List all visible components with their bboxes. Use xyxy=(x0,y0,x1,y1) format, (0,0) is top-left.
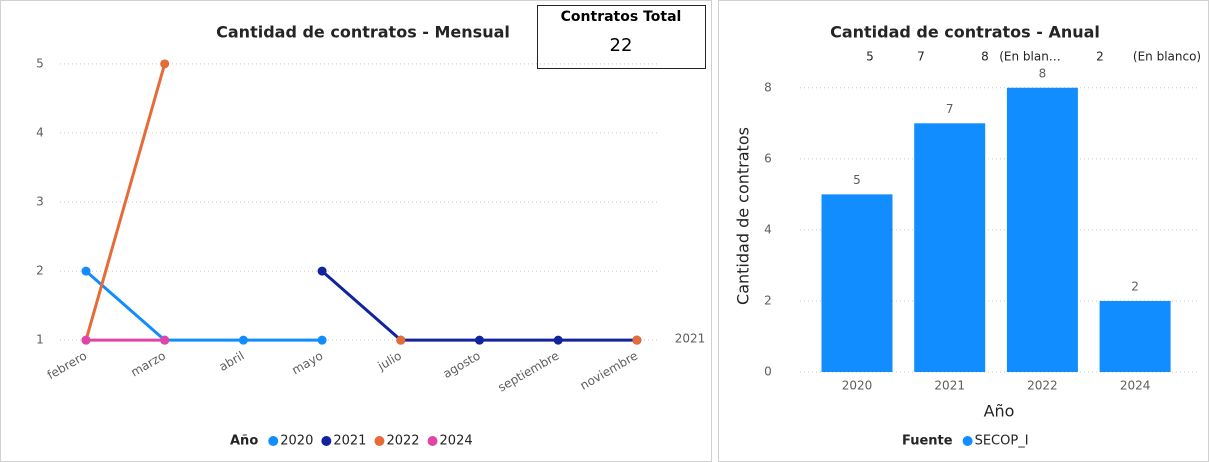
legend-title: Año xyxy=(230,434,258,449)
point xyxy=(317,266,327,276)
x-tick-label: 2022 xyxy=(1027,379,1058,393)
panel-left xyxy=(0,0,712,462)
legend-label: 2020 xyxy=(280,434,313,449)
legend-title: Fuente xyxy=(902,434,953,449)
x-tick-label: febrero xyxy=(45,349,89,383)
point xyxy=(81,266,91,276)
y-tick-label: 1 xyxy=(36,333,44,347)
header-label: (En blanco) xyxy=(1133,50,1201,64)
point xyxy=(553,335,563,345)
header-label: 5 xyxy=(866,50,874,64)
point xyxy=(238,335,248,345)
y-tick-label: 4 xyxy=(764,222,772,236)
card-title: Contratos Total xyxy=(561,9,682,25)
x-tick-label: 2020 xyxy=(842,379,873,393)
y-tick-label: 5 xyxy=(36,56,44,70)
legend-label: 2022 xyxy=(386,434,419,449)
y-tick-label: 6 xyxy=(764,151,772,165)
bar xyxy=(821,194,893,372)
x-tick-label: abril xyxy=(217,349,247,374)
header-label: 8 xyxy=(981,50,989,64)
header-label: 2 xyxy=(1096,50,1104,64)
x-tick-label: 2024 xyxy=(1120,379,1151,393)
card xyxy=(537,5,706,69)
end-label: 2021 xyxy=(675,332,706,346)
legend-label: SECOP_I xyxy=(975,434,1029,449)
x-tick-label: noviembre xyxy=(578,349,641,393)
y-tick-label: 8 xyxy=(764,80,772,94)
data-label: 5 xyxy=(853,173,861,187)
bar xyxy=(914,123,986,372)
chart-title: Cantidad de contratos - Mensual xyxy=(216,23,510,42)
y-axis-label: Cantidad de contratos xyxy=(734,127,753,305)
line xyxy=(85,269,323,342)
y-tick-label: 3 xyxy=(36,195,44,209)
data-label: 2 xyxy=(1131,279,1139,293)
y-tick-label: 4 xyxy=(36,125,44,139)
legend-label: 2021 xyxy=(333,434,366,449)
data-label: 7 xyxy=(946,102,954,116)
legend-marker xyxy=(962,436,973,446)
header-label: 7 xyxy=(917,50,925,64)
x-tick-label: 2021 xyxy=(934,379,965,393)
x-tick-label: marzo xyxy=(128,349,168,380)
card-value: 22 xyxy=(610,35,633,56)
legend-marker xyxy=(268,436,279,446)
x-tick-label: mayo xyxy=(289,349,325,378)
point xyxy=(81,335,91,345)
legend-marker xyxy=(427,436,438,446)
line xyxy=(321,269,637,342)
chart-title: Cantidad de contratos - Anual xyxy=(830,23,1100,42)
x-tick-label: agosto xyxy=(441,349,483,381)
point xyxy=(632,335,642,345)
header-label: (En blan… xyxy=(999,50,1061,64)
legend-label: 2024 xyxy=(440,434,473,449)
x-axis-label: Año xyxy=(984,402,1015,421)
legend-marker xyxy=(374,436,385,446)
line xyxy=(84,63,167,341)
legend-marker xyxy=(321,436,332,446)
y-tick-label: 2 xyxy=(36,264,44,278)
point xyxy=(475,335,484,345)
point xyxy=(396,335,406,345)
y-tick-label: 2 xyxy=(764,293,772,307)
data-label: 8 xyxy=(1039,66,1047,80)
bar xyxy=(1006,87,1078,372)
point xyxy=(160,59,170,69)
bar xyxy=(1099,300,1171,372)
x-tick-label: septiembre xyxy=(496,349,562,395)
x-tick-label: julio xyxy=(375,349,404,374)
point xyxy=(160,335,170,345)
y-tick-label: 0 xyxy=(764,365,772,379)
point xyxy=(317,335,327,345)
